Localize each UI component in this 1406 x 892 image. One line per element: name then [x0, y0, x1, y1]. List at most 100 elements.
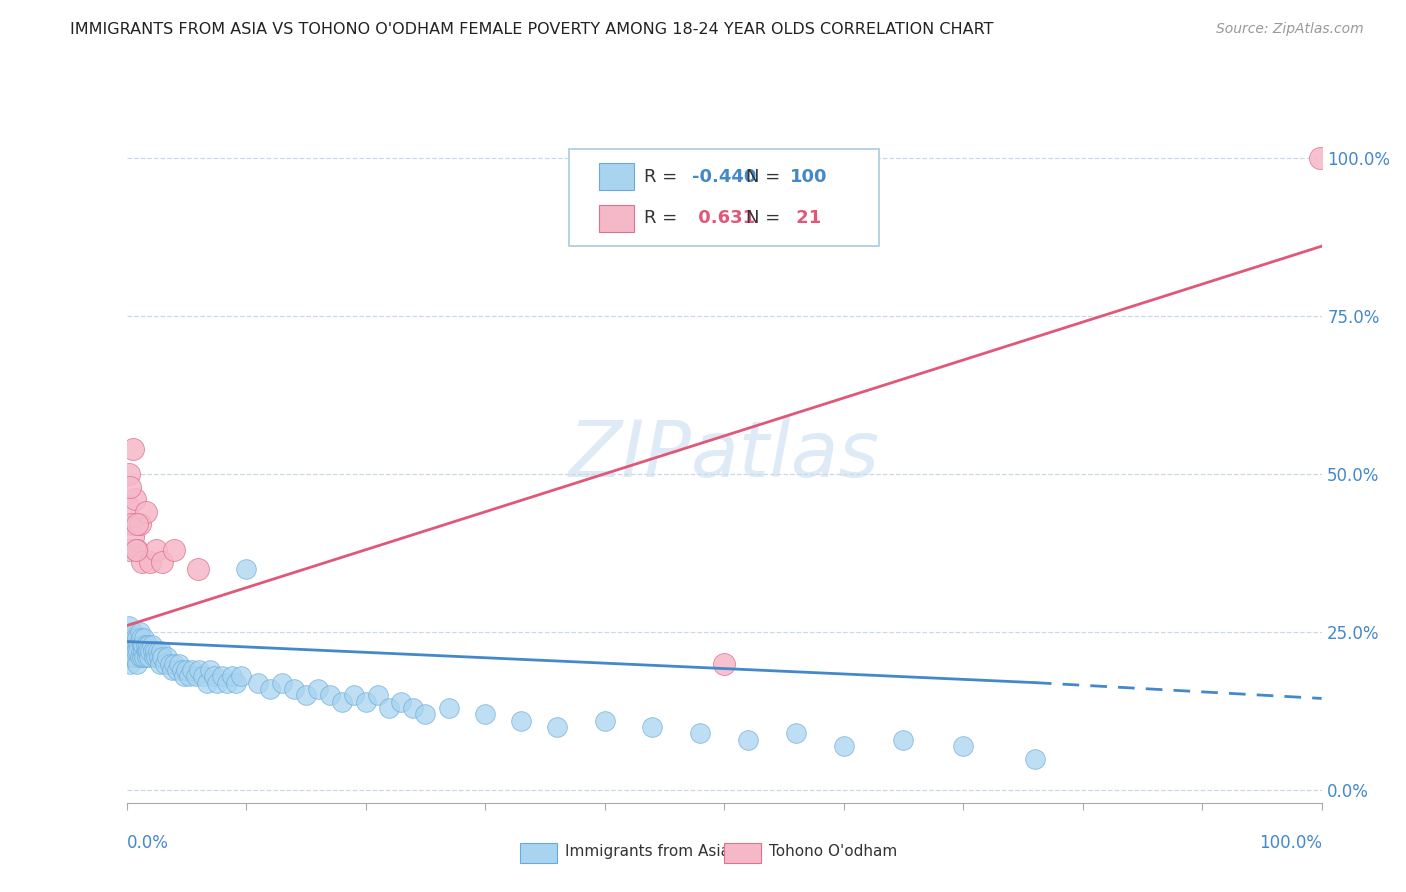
- Point: [283, 681, 305, 696]
- Point: [122, 638, 145, 652]
- Point: [127, 657, 149, 671]
- Point: [689, 726, 711, 740]
- Text: Source: ZipAtlas.com: Source: ZipAtlas.com: [1216, 22, 1364, 37]
- Text: R =: R =: [644, 210, 678, 227]
- Point: [141, 638, 163, 652]
- Point: [343, 688, 366, 702]
- Point: [160, 663, 183, 677]
- Point: [163, 542, 186, 557]
- Point: [366, 688, 388, 702]
- Point: [132, 644, 155, 658]
- Text: -0.440: -0.440: [692, 168, 756, 186]
- Point: [181, 663, 204, 677]
- Point: [143, 650, 166, 665]
- Point: [135, 650, 157, 665]
- Text: 0.0%: 0.0%: [127, 834, 169, 852]
- Point: [129, 644, 152, 658]
- Point: [153, 657, 176, 671]
- Text: N =: N =: [745, 210, 780, 227]
- FancyBboxPatch shape: [599, 163, 634, 190]
- Text: N =: N =: [745, 168, 780, 186]
- Point: [124, 492, 146, 507]
- Point: [1024, 751, 1046, 765]
- Point: [1309, 151, 1331, 165]
- Point: [259, 681, 281, 696]
- Point: [737, 732, 759, 747]
- Point: [122, 644, 145, 658]
- Point: [121, 530, 143, 544]
- Point: [402, 701, 425, 715]
- Point: [136, 644, 159, 658]
- Point: [173, 669, 195, 683]
- Point: [127, 644, 149, 658]
- Point: [195, 675, 218, 690]
- Point: [136, 638, 159, 652]
- Point: [128, 650, 150, 665]
- Point: [378, 701, 401, 715]
- Point: [318, 688, 342, 702]
- Point: [134, 650, 156, 665]
- Point: [641, 720, 664, 734]
- Point: [139, 556, 162, 570]
- Point: [142, 644, 165, 658]
- Point: [413, 707, 436, 722]
- Point: [121, 442, 143, 456]
- Point: [159, 657, 181, 671]
- Point: [127, 517, 149, 532]
- Text: 0.631: 0.631: [692, 210, 755, 227]
- Point: [156, 650, 179, 665]
- Point: [307, 681, 329, 696]
- Point: [191, 669, 214, 683]
- Point: [128, 517, 150, 532]
- Point: [188, 663, 211, 677]
- Point: [221, 669, 243, 683]
- Text: Tohono O'odham: Tohono O'odham: [769, 845, 897, 859]
- Point: [118, 650, 141, 665]
- Point: [891, 732, 914, 747]
- Point: [593, 714, 616, 728]
- Point: [146, 644, 169, 658]
- Point: [124, 632, 146, 646]
- Point: [120, 632, 142, 646]
- Point: [225, 675, 247, 690]
- Point: [145, 650, 167, 665]
- Point: [785, 726, 807, 740]
- Point: [138, 650, 160, 665]
- Point: [135, 644, 157, 658]
- Point: [120, 657, 142, 671]
- Point: [832, 739, 855, 753]
- Point: [150, 556, 174, 570]
- Point: [127, 542, 149, 557]
- Point: [200, 663, 222, 677]
- Point: [128, 625, 150, 640]
- Text: 100.0%: 100.0%: [1258, 834, 1322, 852]
- Point: [474, 707, 496, 722]
- Point: [163, 657, 186, 671]
- Point: [391, 695, 413, 709]
- Text: R =: R =: [644, 168, 678, 186]
- Point: [132, 638, 155, 652]
- Point: [143, 644, 166, 658]
- FancyBboxPatch shape: [568, 149, 880, 246]
- Point: [170, 663, 193, 677]
- Point: [211, 669, 233, 683]
- Point: [127, 638, 149, 652]
- Point: [125, 638, 148, 652]
- Point: [150, 650, 174, 665]
- Point: [131, 650, 153, 665]
- Point: [139, 644, 162, 658]
- Point: [184, 669, 207, 683]
- Point: [235, 562, 257, 576]
- Point: [145, 542, 167, 557]
- Point: [167, 657, 190, 671]
- Point: [125, 542, 148, 557]
- Point: [117, 644, 139, 658]
- Point: [121, 650, 143, 665]
- Point: [120, 479, 142, 493]
- Point: [149, 657, 172, 671]
- Point: [121, 625, 143, 640]
- Point: [134, 632, 156, 646]
- Point: [120, 644, 142, 658]
- Point: [131, 556, 153, 570]
- Point: [117, 499, 139, 513]
